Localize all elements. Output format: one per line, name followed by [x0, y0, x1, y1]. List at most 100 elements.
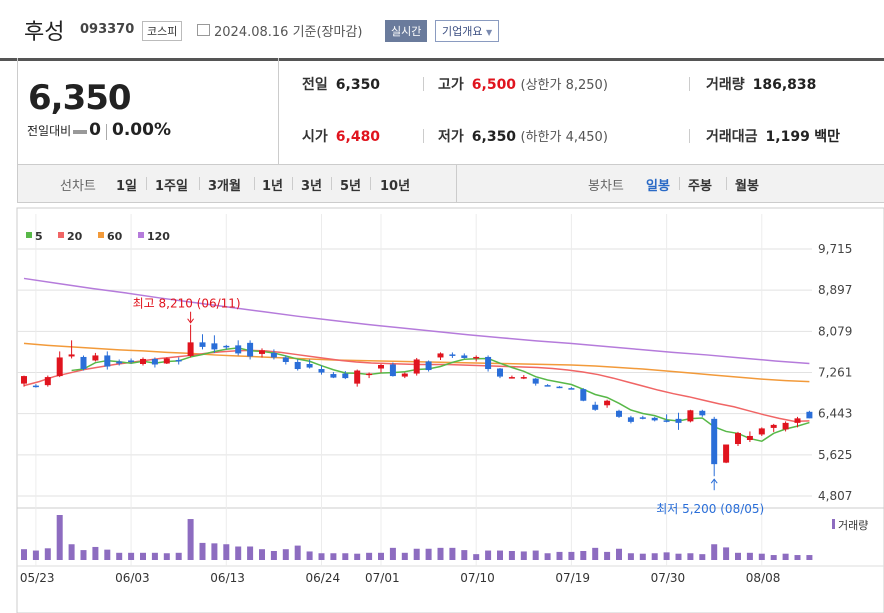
candle-body — [770, 424, 777, 428]
candle-body — [187, 342, 194, 356]
prev-close: 전일 6,350 — [302, 74, 380, 94]
tab-5y[interactable]: 5년 — [340, 179, 362, 194]
volume-bar — [116, 552, 123, 560]
volume-bar — [56, 515, 63, 560]
candle-body — [413, 359, 420, 374]
candle-body — [532, 378, 539, 384]
candle-body — [401, 373, 408, 377]
candle-body — [651, 417, 658, 421]
volume-bar — [711, 544, 718, 560]
candle-body — [699, 410, 706, 416]
chart-frame — [16, 207, 884, 613]
calendar-icon — [197, 24, 210, 36]
open-label: 시가 — [302, 129, 328, 145]
volume-bar — [104, 549, 111, 560]
volume-bar — [413, 548, 420, 560]
tab-3m[interactable]: 3개월 — [208, 179, 241, 194]
ma120-line — [23, 277, 810, 365]
volume-bar — [723, 547, 730, 560]
candle-body — [663, 420, 670, 422]
x-tick-label: 05/23 — [20, 571, 55, 585]
candle-body — [675, 418, 682, 423]
volume-bar — [580, 551, 587, 560]
volume-bar — [128, 552, 135, 560]
candle-body — [806, 411, 813, 419]
volume-legend-swatch — [832, 519, 835, 529]
prev-close-label: 전일 — [302, 77, 328, 93]
candle-body — [92, 355, 99, 361]
x-tick-label: 06/13 — [210, 571, 245, 585]
candle-body — [270, 352, 277, 358]
volume-bar — [687, 553, 694, 560]
volume-bar — [461, 550, 468, 560]
tab-weekly[interactable]: 주봉 — [688, 179, 712, 194]
volume-bar — [449, 547, 456, 560]
candle-body — [473, 356, 480, 359]
high-annotation: 최고 8,210 (06/11) — [133, 297, 241, 311]
volume-bar — [151, 552, 158, 560]
volume-bar — [211, 543, 218, 560]
volume-bar — [437, 547, 444, 560]
volume-legend-label: 거래량 — [838, 519, 868, 532]
x-tick-label: 06/24 — [306, 571, 341, 585]
candle-body — [235, 345, 242, 354]
price-summary: 6,350 전일대비 0 0.00% 전일 6,350 고가 6,500 (상한가 8,… — [17, 58, 884, 165]
volume-bar — [627, 553, 634, 560]
legend-swatch — [138, 232, 144, 238]
candle-body — [723, 444, 730, 463]
legend-label: 60 — [107, 230, 123, 243]
volume-bar — [770, 555, 777, 560]
x-tick-label: 07/01 — [365, 571, 400, 585]
volume-bar — [21, 549, 27, 560]
volume-bar — [32, 550, 39, 560]
legend-label: 5 — [35, 230, 43, 243]
divider — [106, 123, 108, 140]
candle-body — [306, 363, 313, 368]
candle-body — [259, 350, 265, 354]
x-tick-label: 07/19 — [555, 571, 590, 585]
x-tick-label: 06/03 — [115, 571, 150, 585]
change-row: 전일대비 0 0.00% — [27, 120, 171, 140]
candle-body — [128, 360, 135, 362]
volume-bar — [401, 552, 408, 560]
volume-bar — [604, 551, 611, 560]
tab-monthly[interactable]: 월봉 — [735, 179, 759, 194]
low-price: 저가 6,350 (하한가 4,450) — [438, 126, 608, 146]
volume-bar — [556, 551, 563, 560]
divider — [689, 77, 690, 91]
stock-header: 후성 093370 코스피 2024.08.16 기준(장마감) 실시간 기업개… — [0, 0, 884, 61]
chart-period-tabs: 선차트 1일 1주일 3개월 1년 3년 5년 10년 봉차트 일봉 주봉 월봉 — [17, 165, 884, 203]
realtime-button[interactable]: 실시간 — [385, 20, 428, 42]
volume-label: 거래량 — [706, 77, 745, 93]
divider — [292, 177, 293, 190]
volume-bar — [746, 552, 753, 560]
volume-bar — [735, 552, 741, 560]
divider — [146, 177, 147, 190]
tab-3y[interactable]: 3년 — [301, 179, 323, 194]
company-overview-button[interactable]: 기업개요 ▼ — [435, 20, 500, 42]
candle-body — [485, 356, 492, 370]
stock-code: 093370 — [80, 22, 135, 37]
volume-bar — [294, 545, 301, 560]
divider — [254, 177, 255, 190]
candle-body — [616, 410, 622, 417]
ma5-line — [71, 347, 810, 442]
y-tick-label: 8,897 — [818, 283, 852, 297]
volume-bar — [175, 552, 182, 560]
divider — [423, 77, 424, 91]
tab-1d[interactable]: 1일 — [116, 179, 138, 194]
candle-body — [211, 343, 218, 350]
volume-bar — [425, 548, 432, 560]
tab-daily[interactable]: 일봉 — [646, 179, 670, 194]
tab-10y[interactable]: 10년 — [380, 179, 411, 194]
tab-1y[interactable]: 1년 — [262, 179, 284, 194]
low-arrow-head — [710, 478, 718, 484]
divider — [456, 165, 457, 202]
as-of-date: 2024.08.16 기준(장마감) — [214, 25, 363, 40]
volume-bar — [92, 546, 99, 560]
tab-1w[interactable]: 1주일 — [155, 179, 188, 194]
amount-unit: 백만 — [814, 129, 841, 145]
volume-bar — [163, 553, 170, 560]
volume-bar — [282, 549, 289, 560]
low-label: 저가 — [438, 129, 464, 145]
